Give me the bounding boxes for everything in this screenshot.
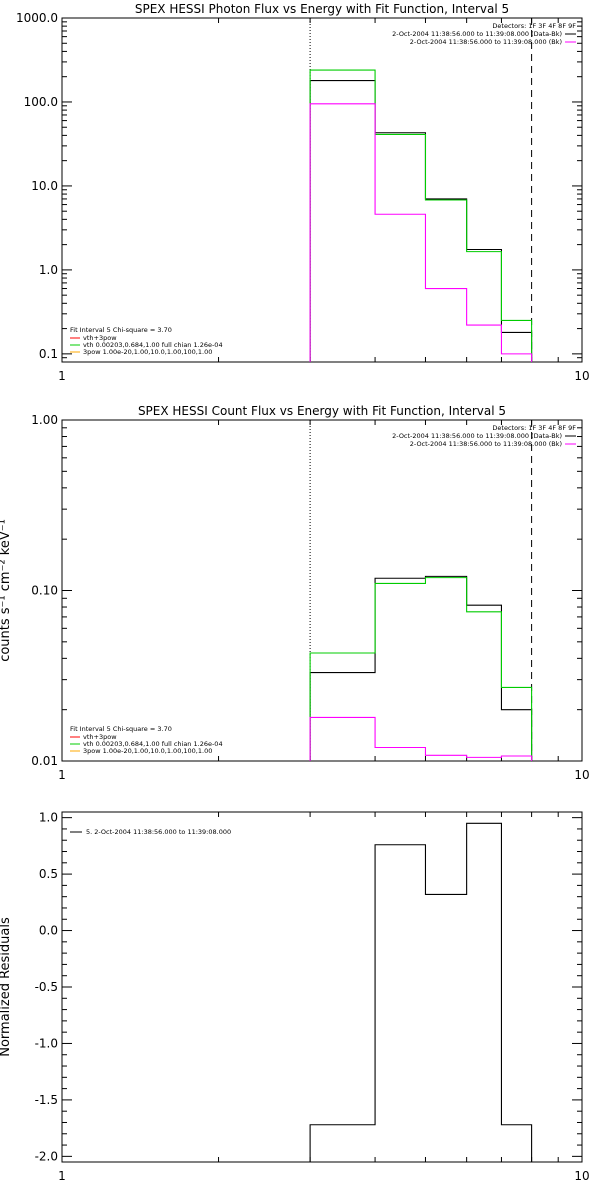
fit-legend-title: Fit Interval 5 Chi-square = 3.70 — [70, 326, 172, 334]
y-tick-label: 0.0 — [39, 924, 58, 938]
y-axis-label: counts s⁻¹ cm⁻² keV⁻¹ — [0, 519, 13, 662]
plot-frame — [61, 811, 583, 1163]
y-tick-label: 0.1 — [39, 347, 58, 361]
histogram-series-2 — [309, 69, 533, 362]
fit-legend-entry: vth+3pow — [83, 733, 117, 741]
x-tick-label: 10 — [574, 369, 589, 383]
time-legend-entry: 2-Oct-2004 11:38:56.000 to 11:39:08.000 … — [392, 30, 562, 38]
fit-legend-entry: 3pow 1.00e-20,1.00,10.0,1.00,100,1.00 — [83, 348, 212, 356]
y-tick-label: 1.0 — [39, 811, 58, 825]
histogram-series-3 — [309, 716, 533, 761]
panel-2: SPEX HESSI Count Flux vs Energy with Fit… — [0, 404, 590, 782]
fit-legend-entry: vth+3pow — [83, 334, 117, 342]
y-axis-label: Normalized Residuals — [0, 917, 13, 1057]
histogram-series-1 — [309, 79, 533, 362]
y-tick-label: 1000.0 — [16, 11, 58, 25]
y-tick-label: 1.0 — [39, 263, 58, 277]
x-tick-label: 1 — [58, 1169, 66, 1183]
time-legend-entry: 2-Oct-2004 11:38:56.000 to 11:39:08.000 … — [410, 440, 562, 448]
x-tick-label: 1 — [58, 768, 66, 782]
y-tick-label: 1.00 — [31, 413, 58, 427]
chart-title: SPEX HESSI Count Flux vs Energy with Fit… — [138, 404, 506, 418]
x-tick-label: 10 — [574, 768, 589, 782]
fit-legend-entry: vth 0.00203,0.684,1.00 full chian 1.26e-… — [83, 341, 223, 349]
y-tick-label: -1.5 — [35, 1093, 58, 1107]
y-tick-label: 0.5 — [39, 867, 58, 881]
y-tick-label: 10.0 — [31, 179, 58, 193]
fit-legend-entry: vth 0.00203,0.684,1.00 full chian 1.26e-… — [83, 740, 223, 748]
fit-legend-entry: 3pow 1.00e-20,1.00,10.0,1.00,100,1.00 — [83, 747, 212, 755]
panel-3: 1 10 -2.0 -1.5 -1.0 -0.5 0.0 0.5 1.0 Normalized R… — [0, 811, 590, 1183]
x-tick-label: 1 — [58, 369, 66, 383]
chart-title: SPEX HESSI Photon Flux vs Energy with Fi… — [135, 2, 509, 16]
y-tick-label: -0.5 — [35, 980, 58, 994]
histogram-series-2 — [309, 577, 533, 761]
detectors-label: Detectors: 1F 3F 4F 8F 9F — [492, 22, 576, 30]
histogram-series-1 — [309, 822, 533, 1162]
detectors-label: Detectors: 1F 3F 4F 8F 9F — [492, 424, 576, 432]
y-tick-label: 100.0 — [24, 95, 58, 109]
y-tick-label: 0.01 — [31, 754, 58, 768]
residual-legend-entry: 5. 2-Oct-2004 11:38:56.000 to 11:39:08.0… — [86, 828, 231, 836]
time-legend-entry: 2-Oct-2004 11:38:56.000 to 11:39:08.000 … — [410, 38, 562, 46]
fit-legend-title: Fit Interval 5 Chi-square = 3.70 — [70, 725, 172, 733]
panel-1: SPEX HESSI Photon Flux vs Energy with Fi… — [16, 2, 590, 383]
y-tick-label: 0.10 — [31, 584, 58, 598]
y-tick-label: -1.0 — [35, 1036, 58, 1050]
time-legend-entry: 2-Oct-2004 11:38:56.000 to 11:39:08.000 … — [392, 432, 562, 440]
histogram-series-1 — [309, 575, 533, 761]
x-tick-label: 10 — [574, 1169, 589, 1183]
histogram-series-3 — [309, 103, 533, 362]
y-tick-label: -2.0 — [35, 1149, 58, 1163]
